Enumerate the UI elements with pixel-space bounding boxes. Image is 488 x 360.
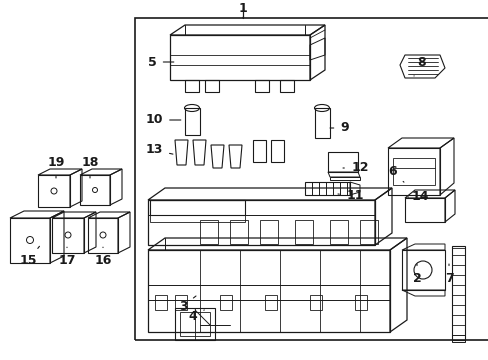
Text: 1: 1 (238, 1, 247, 18)
Text: 8: 8 (413, 57, 426, 76)
Text: 3: 3 (178, 296, 196, 312)
Text: 18: 18 (81, 157, 99, 178)
Text: 5: 5 (147, 55, 173, 68)
Text: 4: 4 (188, 310, 204, 323)
Text: 11: 11 (337, 189, 363, 202)
Text: 2: 2 (412, 264, 421, 285)
Text: 16: 16 (94, 247, 111, 267)
Text: 6: 6 (388, 166, 403, 182)
Text: 12: 12 (342, 162, 368, 175)
Text: 13: 13 (145, 144, 173, 157)
Text: 7: 7 (444, 264, 452, 285)
Text: 19: 19 (47, 157, 64, 178)
Text: 17: 17 (58, 247, 76, 267)
Text: 9: 9 (329, 121, 348, 135)
Bar (135, 18, 488, 340)
Text: 10: 10 (145, 113, 181, 126)
Text: 14: 14 (407, 190, 428, 203)
Text: 15: 15 (19, 246, 40, 267)
